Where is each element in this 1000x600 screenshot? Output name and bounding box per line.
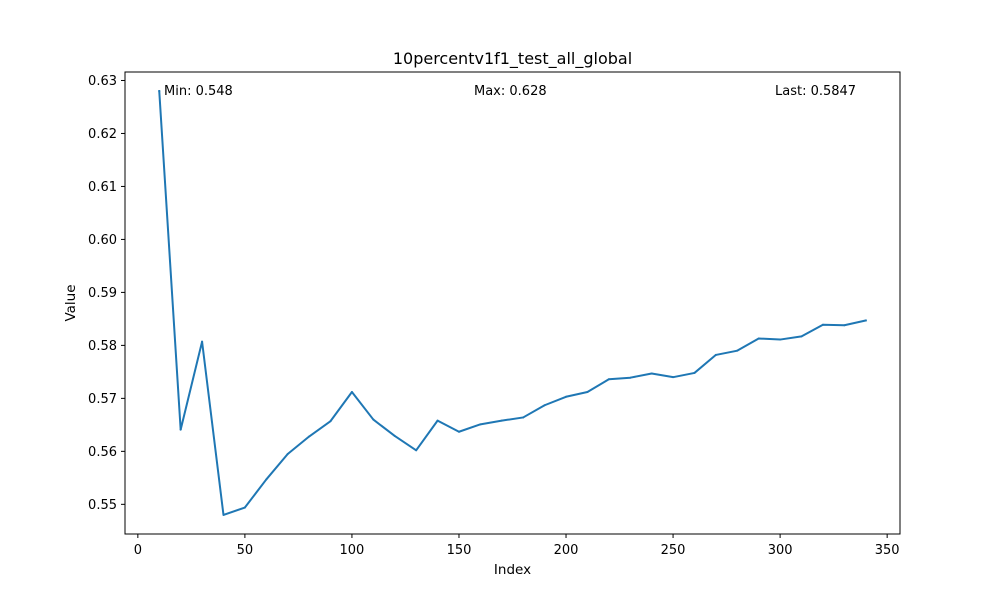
data-point	[350, 391, 353, 394]
data-point	[308, 435, 311, 438]
x-tick-label: 250	[661, 543, 686, 558]
plot-frame	[124, 71, 901, 535]
data-point	[393, 434, 396, 437]
data-point	[201, 340, 204, 343]
data-point	[629, 376, 632, 379]
min-annotation: Min: 0.548	[164, 84, 233, 99]
data-point	[543, 404, 546, 407]
y-tick-label: 0.58	[88, 339, 117, 354]
max-annotation: Max: 0.628	[474, 84, 547, 99]
y-tick-label: 0.63	[88, 74, 117, 89]
x-axis-ticks: 0 50 100 150 200 250 300 350	[134, 534, 900, 558]
x-tick-label: 150	[447, 543, 472, 558]
data-point	[800, 335, 803, 338]
data-point	[607, 378, 610, 381]
data-point	[436, 419, 439, 422]
series-points	[158, 90, 867, 516]
data-point	[372, 418, 375, 421]
data-point	[843, 324, 846, 327]
x-tick-label: 100	[340, 543, 365, 558]
data-point	[779, 338, 782, 341]
x-tick-label: 350	[875, 543, 900, 558]
y-tick-label: 0.57	[88, 392, 117, 407]
data-point	[672, 376, 675, 379]
data-point	[736, 349, 739, 352]
y-axis-label: Value	[63, 284, 79, 321]
data-point	[821, 323, 824, 326]
data-point	[714, 353, 717, 356]
data-point	[415, 449, 418, 452]
data-point	[757, 337, 760, 340]
data-point	[179, 428, 182, 431]
data-point	[329, 420, 332, 423]
y-tick-label: 0.59	[88, 286, 117, 301]
x-tick-label: 200	[554, 543, 579, 558]
data-point	[864, 319, 867, 322]
data-point	[479, 423, 482, 426]
chart-title: 10percentv1f1_test_all_global	[393, 49, 632, 69]
y-tick-label: 0.61	[88, 180, 117, 195]
data-point	[286, 452, 289, 455]
x-tick-label: 50	[237, 543, 254, 558]
data-point	[500, 419, 503, 422]
x-axis-label: Index	[494, 562, 531, 578]
data-point	[565, 395, 568, 398]
y-tick-label: 0.62	[88, 127, 117, 142]
last-annotation: Last: 0.5847	[775, 84, 856, 99]
series-line	[158, 90, 867, 516]
y-axis-ticks: 0.55 0.56 0.57 0.58 0.59 0.60 0.61 0.62 0.63	[88, 74, 125, 513]
data-point	[457, 430, 460, 433]
x-tick-label: 0	[134, 543, 142, 558]
data-point	[586, 391, 589, 394]
y-tick-label: 0.55	[88, 498, 117, 513]
y-tick-label: 0.56	[88, 445, 117, 460]
data-point	[522, 416, 525, 419]
data-point	[158, 90, 161, 93]
y-tick-label: 0.60	[88, 233, 117, 248]
data-point	[222, 513, 225, 516]
x-tick-label: 300	[768, 543, 793, 558]
data-point	[265, 478, 268, 481]
data-point	[693, 371, 696, 374]
data-point	[650, 372, 653, 375]
data-point	[243, 506, 246, 509]
